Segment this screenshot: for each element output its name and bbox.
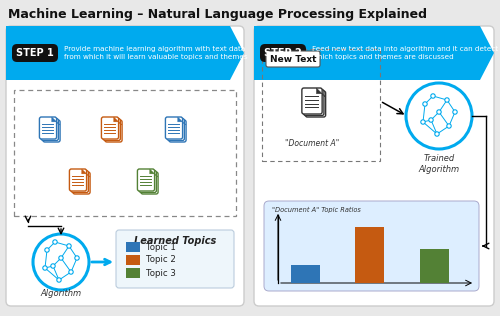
Bar: [355, 227, 384, 283]
Polygon shape: [82, 169, 86, 174]
Text: Topic 2: Topic 2: [146, 256, 176, 264]
Text: Topic 3: Topic 3: [146, 269, 176, 277]
Polygon shape: [181, 120, 186, 125]
Text: Algorithm: Algorithm: [40, 289, 82, 299]
Polygon shape: [84, 171, 88, 175]
FancyBboxPatch shape: [116, 230, 234, 288]
Polygon shape: [85, 172, 90, 177]
Bar: [126, 255, 140, 265]
Circle shape: [435, 132, 439, 136]
Bar: [420, 249, 449, 283]
FancyBboxPatch shape: [40, 117, 56, 139]
Text: Machine Learning – Natural Language Processing Explained: Machine Learning – Natural Language Proc…: [8, 8, 427, 21]
Polygon shape: [150, 169, 154, 174]
Text: STEP 1: STEP 1: [16, 48, 54, 58]
Polygon shape: [54, 118, 59, 123]
Bar: [126, 242, 140, 252]
FancyBboxPatch shape: [71, 171, 88, 192]
FancyBboxPatch shape: [73, 172, 90, 194]
FancyBboxPatch shape: [266, 51, 320, 67]
Circle shape: [421, 120, 425, 124]
Text: STEP 2: STEP 2: [264, 48, 302, 58]
FancyBboxPatch shape: [306, 91, 326, 117]
Circle shape: [445, 98, 449, 102]
Circle shape: [75, 256, 79, 260]
Polygon shape: [117, 120, 122, 125]
Circle shape: [431, 94, 435, 98]
Circle shape: [57, 278, 61, 282]
Polygon shape: [52, 117, 57, 122]
Text: Learned Topics: Learned Topics: [134, 236, 216, 246]
Polygon shape: [316, 88, 322, 94]
Polygon shape: [320, 91, 326, 97]
Circle shape: [447, 124, 451, 128]
FancyBboxPatch shape: [43, 120, 60, 142]
Circle shape: [406, 83, 472, 149]
Polygon shape: [116, 118, 120, 123]
Circle shape: [45, 248, 49, 252]
Text: New Text: New Text: [270, 54, 316, 64]
Polygon shape: [152, 171, 156, 175]
Bar: [262, 49, 380, 161]
Circle shape: [51, 264, 55, 268]
Text: Topic 1: Topic 1: [146, 242, 176, 252]
Circle shape: [43, 266, 47, 270]
Circle shape: [53, 240, 57, 244]
Polygon shape: [153, 172, 158, 177]
FancyBboxPatch shape: [41, 118, 58, 141]
Bar: [14, 90, 236, 216]
FancyBboxPatch shape: [103, 118, 120, 141]
Text: "Document A" Topic Ratios: "Document A" Topic Ratios: [272, 207, 361, 213]
Polygon shape: [180, 118, 184, 123]
Text: Feed new text data into algorithm and it can detect
which topics and themes are : Feed new text data into algorithm and it…: [312, 46, 498, 60]
Circle shape: [33, 234, 89, 290]
Bar: [291, 264, 320, 283]
FancyBboxPatch shape: [169, 120, 186, 142]
Polygon shape: [178, 117, 182, 122]
FancyBboxPatch shape: [138, 169, 154, 191]
Circle shape: [67, 244, 71, 248]
Polygon shape: [318, 89, 324, 95]
FancyBboxPatch shape: [260, 44, 306, 62]
Circle shape: [437, 110, 441, 114]
Bar: [126, 268, 140, 278]
FancyBboxPatch shape: [304, 89, 324, 116]
FancyBboxPatch shape: [302, 88, 322, 114]
Text: Provide machine learning algorithm with text data
from which it will learn valua: Provide machine learning algorithm with …: [64, 46, 248, 60]
Polygon shape: [254, 26, 494, 80]
FancyBboxPatch shape: [141, 172, 158, 194]
Polygon shape: [114, 117, 118, 122]
Text: "Document A": "Document A": [285, 138, 339, 148]
FancyBboxPatch shape: [6, 26, 244, 306]
Circle shape: [69, 270, 73, 274]
FancyBboxPatch shape: [254, 26, 494, 306]
FancyBboxPatch shape: [70, 169, 86, 191]
FancyBboxPatch shape: [264, 201, 479, 291]
FancyBboxPatch shape: [102, 117, 118, 139]
Circle shape: [453, 110, 457, 114]
Polygon shape: [6, 26, 244, 80]
FancyBboxPatch shape: [105, 120, 122, 142]
Circle shape: [423, 102, 427, 106]
Text: Trained
Algorithm: Trained Algorithm: [418, 154, 460, 174]
FancyBboxPatch shape: [167, 118, 184, 141]
Circle shape: [59, 256, 63, 260]
FancyBboxPatch shape: [139, 171, 156, 192]
FancyBboxPatch shape: [12, 44, 58, 62]
Circle shape: [429, 118, 433, 122]
Polygon shape: [55, 120, 60, 125]
FancyBboxPatch shape: [166, 117, 182, 139]
